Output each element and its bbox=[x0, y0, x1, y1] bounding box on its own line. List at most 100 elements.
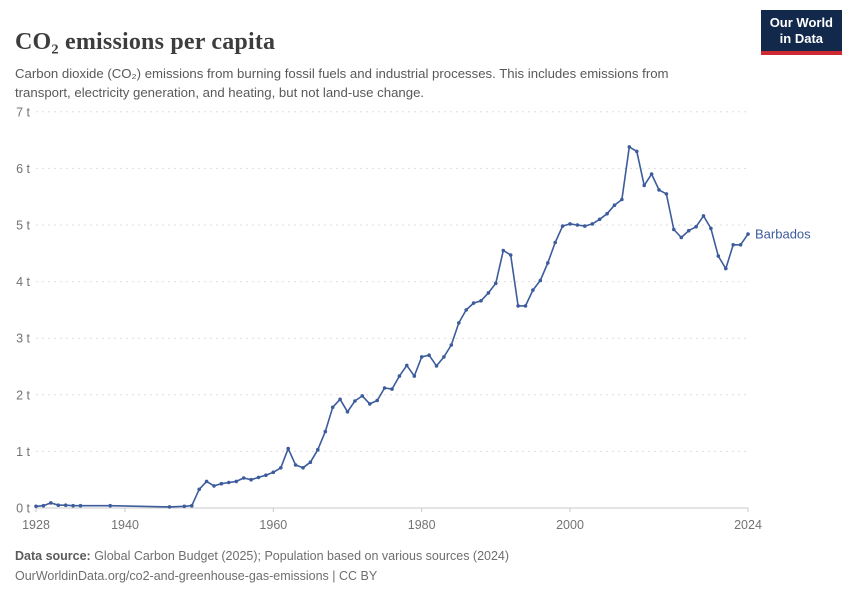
data-point[interactable] bbox=[227, 480, 231, 485]
data-point[interactable] bbox=[523, 304, 528, 308]
series-line bbox=[35, 146, 749, 508]
data-point[interactable] bbox=[316, 447, 320, 452]
data-point[interactable] bbox=[731, 243, 735, 247]
data-point[interactable] bbox=[709, 226, 713, 231]
data-point[interactable] bbox=[597, 217, 602, 222]
data-point[interactable] bbox=[494, 281, 498, 286]
data-point[interactable] bbox=[108, 503, 112, 508]
data-point[interactable] bbox=[256, 475, 261, 480]
data-point[interactable] bbox=[382, 386, 387, 390]
data-point[interactable] bbox=[249, 477, 253, 482]
data-point[interactable] bbox=[234, 479, 239, 484]
data-point[interactable] bbox=[353, 399, 357, 403]
y-tick-label: 1 t bbox=[16, 445, 30, 459]
data-point[interactable] bbox=[390, 387, 394, 391]
data-point[interactable] bbox=[190, 503, 194, 508]
data-point[interactable] bbox=[635, 149, 639, 154]
data-point[interactable] bbox=[219, 481, 224, 486]
data-point[interactable] bbox=[279, 466, 283, 470]
data-point[interactable] bbox=[330, 405, 335, 410]
data-point[interactable] bbox=[486, 291, 491, 295]
data-point[interactable] bbox=[716, 254, 721, 258]
chart-subtitle: Carbon dioxide (CO₂) emissions from burn… bbox=[15, 66, 669, 101]
data-point[interactable] bbox=[293, 463, 298, 467]
chart-title: CO₂ emissions per capita bbox=[15, 29, 276, 56]
y-tick-label: 5 t bbox=[16, 219, 30, 233]
y-tick-label: 3 t bbox=[16, 332, 30, 346]
data-point[interactable] bbox=[457, 321, 461, 325]
data-point[interactable] bbox=[516, 304, 520, 308]
data-point[interactable] bbox=[694, 224, 698, 229]
data-point[interactable] bbox=[56, 503, 61, 508]
data-point[interactable] bbox=[531, 288, 535, 292]
data-point[interactable] bbox=[264, 473, 268, 478]
data-point[interactable] bbox=[182, 504, 187, 509]
data-point[interactable] bbox=[204, 479, 209, 484]
data-point[interactable] bbox=[71, 503, 75, 508]
data-point[interactable] bbox=[419, 355, 424, 359]
data-point[interactable] bbox=[412, 374, 417, 378]
data-source-text: Global Carbon Budget (2025); Population … bbox=[90, 549, 510, 563]
data-point[interactable] bbox=[197, 487, 201, 492]
data-point[interactable] bbox=[583, 224, 587, 228]
data-point[interactable] bbox=[286, 446, 291, 451]
data-point[interactable] bbox=[212, 484, 216, 488]
data-point[interactable] bbox=[738, 243, 743, 247]
data-point[interactable] bbox=[34, 504, 38, 509]
footer-link-line[interactable]: OurWorldinData.org/co2-and-greenhouse-ga… bbox=[15, 569, 378, 583]
data-point[interactable] bbox=[479, 299, 483, 303]
data-point[interactable] bbox=[612, 203, 617, 207]
data-point[interactable] bbox=[345, 410, 350, 414]
data-point[interactable] bbox=[49, 501, 53, 505]
data-point[interactable] bbox=[538, 278, 543, 283]
data-point[interactable] bbox=[449, 343, 454, 347]
data-point[interactable] bbox=[686, 228, 691, 233]
data-point[interactable] bbox=[560, 224, 565, 228]
data-point[interactable] bbox=[501, 248, 506, 253]
data-point[interactable] bbox=[41, 503, 46, 508]
data-point[interactable] bbox=[664, 192, 669, 196]
data-point[interactable] bbox=[241, 476, 246, 480]
data-point[interactable] bbox=[553, 240, 557, 245]
data-point[interactable] bbox=[427, 353, 431, 358]
data-point[interactable] bbox=[464, 308, 469, 312]
data-point[interactable] bbox=[590, 222, 595, 226]
data-point[interactable] bbox=[271, 470, 276, 475]
data-point[interactable] bbox=[546, 261, 550, 265]
data-point[interactable] bbox=[78, 503, 83, 508]
data-point[interactable] bbox=[471, 301, 476, 305]
data-point[interactable] bbox=[368, 402, 372, 406]
data-point[interactable] bbox=[405, 363, 409, 368]
data-point[interactable] bbox=[301, 466, 305, 470]
data-point[interactable] bbox=[627, 145, 632, 149]
data-point[interactable] bbox=[724, 266, 728, 271]
data-point[interactable] bbox=[568, 222, 572, 226]
data-point[interactable] bbox=[360, 394, 365, 398]
data-point[interactable] bbox=[308, 460, 313, 465]
data-point[interactable] bbox=[442, 355, 446, 359]
data-point[interactable] bbox=[620, 197, 624, 202]
owid-logo[interactable]: Our World in Data bbox=[760, 10, 842, 55]
data-point[interactable] bbox=[746, 232, 750, 236]
data-point[interactable] bbox=[657, 188, 661, 192]
data-point[interactable] bbox=[375, 398, 380, 403]
data-point[interactable] bbox=[167, 505, 172, 509]
data-point[interactable] bbox=[323, 429, 328, 434]
data-point[interactable] bbox=[338, 397, 342, 402]
data-point[interactable] bbox=[605, 211, 609, 216]
y-tick-label: 6 t bbox=[16, 162, 30, 176]
data-point[interactable] bbox=[575, 223, 580, 227]
data-point[interactable] bbox=[63, 503, 68, 508]
y-tick-label: 7 t bbox=[16, 105, 30, 119]
data-point[interactable] bbox=[672, 227, 676, 232]
x-tick-label: 2000 bbox=[556, 518, 584, 532]
data-point[interactable] bbox=[434, 364, 439, 368]
x-tick-label: 2024 bbox=[734, 518, 762, 532]
data-point[interactable] bbox=[679, 235, 684, 240]
data-point[interactable] bbox=[508, 253, 513, 257]
data-point[interactable] bbox=[701, 214, 706, 218]
data-point[interactable] bbox=[397, 374, 402, 378]
data-point[interactable] bbox=[642, 183, 646, 188]
data-point[interactable] bbox=[649, 172, 654, 176]
